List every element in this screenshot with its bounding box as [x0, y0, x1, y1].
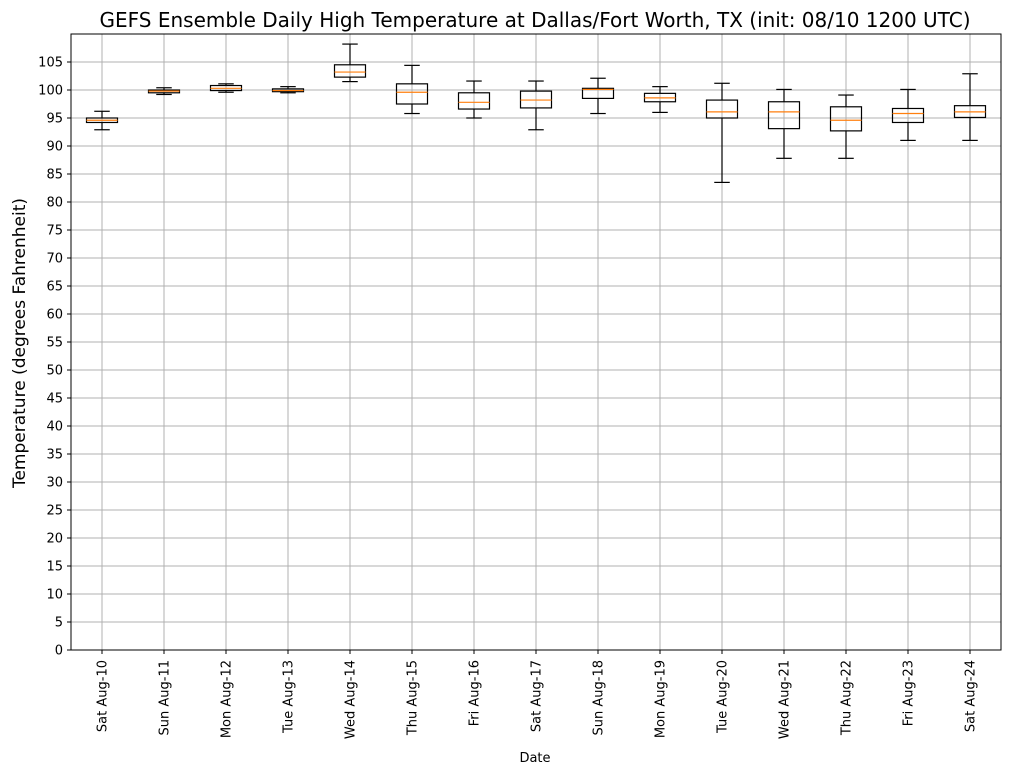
x-tick-label: Wed Aug-21	[778, 660, 793, 739]
x-tick-label: Tue Aug-20	[716, 660, 731, 734]
y-tick-label: 20	[46, 532, 63, 547]
y-tick-label: 65	[46, 280, 63, 295]
box-fri-aug-23	[891, 88, 925, 141]
y-tick-label: 55	[46, 336, 63, 351]
iqr-box	[829, 106, 863, 132]
y-axis-label: Temperature (degrees Fahrenheit)	[10, 198, 30, 489]
x-tick-label: Mon Aug-19	[654, 660, 669, 738]
box-tue-aug-20	[705, 82, 739, 183]
x-tick-label: Sun Aug-18	[592, 660, 607, 735]
box-mon-aug-19	[643, 86, 677, 114]
y-tick-label: 30	[46, 476, 63, 491]
y-tick-label: 75	[46, 224, 63, 239]
y-tick-label: 45	[46, 392, 63, 407]
y-tick-label: 100	[38, 84, 63, 99]
x-tick-label: Sat Aug-17	[530, 660, 545, 732]
x-tick-label: Fri Aug-16	[468, 660, 483, 726]
y-tick-label: 25	[46, 504, 63, 519]
x-tick-label: Sat Aug-24	[964, 660, 979, 732]
boxes	[85, 43, 987, 183]
x-tick-labels: Sat Aug-10 Sun Aug-11 Mon Aug-12 Tue Aug-13…	[96, 650, 979, 739]
y-tick-label: 5	[55, 616, 63, 631]
iqr-box	[457, 92, 491, 110]
box-mon-aug-12	[209, 83, 243, 93]
box-fri-aug-16	[457, 80, 491, 119]
y-tick-label: 0	[55, 644, 63, 659]
iqr-box	[333, 64, 367, 78]
grid	[71, 34, 1001, 651]
x-tick-label: Thu Aug-15	[406, 660, 421, 736]
x-tick-label: Fri Aug-23	[902, 660, 917, 726]
x-tick-label: Sat Aug-10	[96, 660, 111, 732]
box-sat-aug-24	[953, 73, 987, 141]
x-tick-label: Tue Aug-13	[282, 660, 297, 734]
plot-frame	[70, 33, 1002, 651]
iqr-box	[705, 99, 739, 119]
x-tick-label: Thu Aug-22	[840, 660, 855, 736]
box-thu-aug-15	[395, 64, 429, 115]
y-tick-label: 85	[46, 168, 63, 183]
box-sun-aug-18	[581, 77, 615, 115]
chart-title: GEFS Ensemble Daily High Temperature at …	[100, 8, 971, 32]
y-tick-label: 70	[46, 252, 63, 267]
y-tick-label: 80	[46, 196, 63, 211]
iqr-box	[395, 83, 429, 105]
y-tick-label: 60	[46, 308, 63, 323]
box-sat-aug-10	[85, 110, 119, 131]
y-tick-labels: 0 5 10 15 20 25 30 35 40 45 50 55 60 65 70 75 80 85 90 95 10…	[38, 56, 71, 659]
box-wed-aug-14	[333, 43, 367, 83]
y-tick-label: 105	[38, 56, 63, 71]
iqr-box	[891, 107, 925, 124]
box-thu-aug-22	[829, 94, 863, 159]
y-tick-label: 35	[46, 448, 63, 463]
box-sun-aug-11	[147, 87, 181, 96]
x-tick-label: Mon Aug-12	[220, 660, 235, 738]
y-tick-label: 15	[46, 560, 63, 575]
y-tick-label: 40	[46, 420, 63, 435]
y-tick-label: 10	[46, 588, 63, 603]
iqr-box	[581, 87, 615, 99]
y-tick-label: 95	[46, 112, 63, 127]
box-tue-aug-13	[271, 86, 305, 94]
y-tick-label: 90	[46, 140, 63, 155]
box-wed-aug-21	[767, 88, 801, 159]
x-tick-label: Wed Aug-14	[344, 660, 359, 739]
iqr-box	[767, 101, 801, 130]
y-tick-label: 50	[46, 364, 63, 379]
x-tick-label: Sun Aug-11	[158, 660, 173, 735]
x-axis-label: Date	[519, 751, 550, 766]
box-sat-aug-17	[519, 80, 553, 131]
